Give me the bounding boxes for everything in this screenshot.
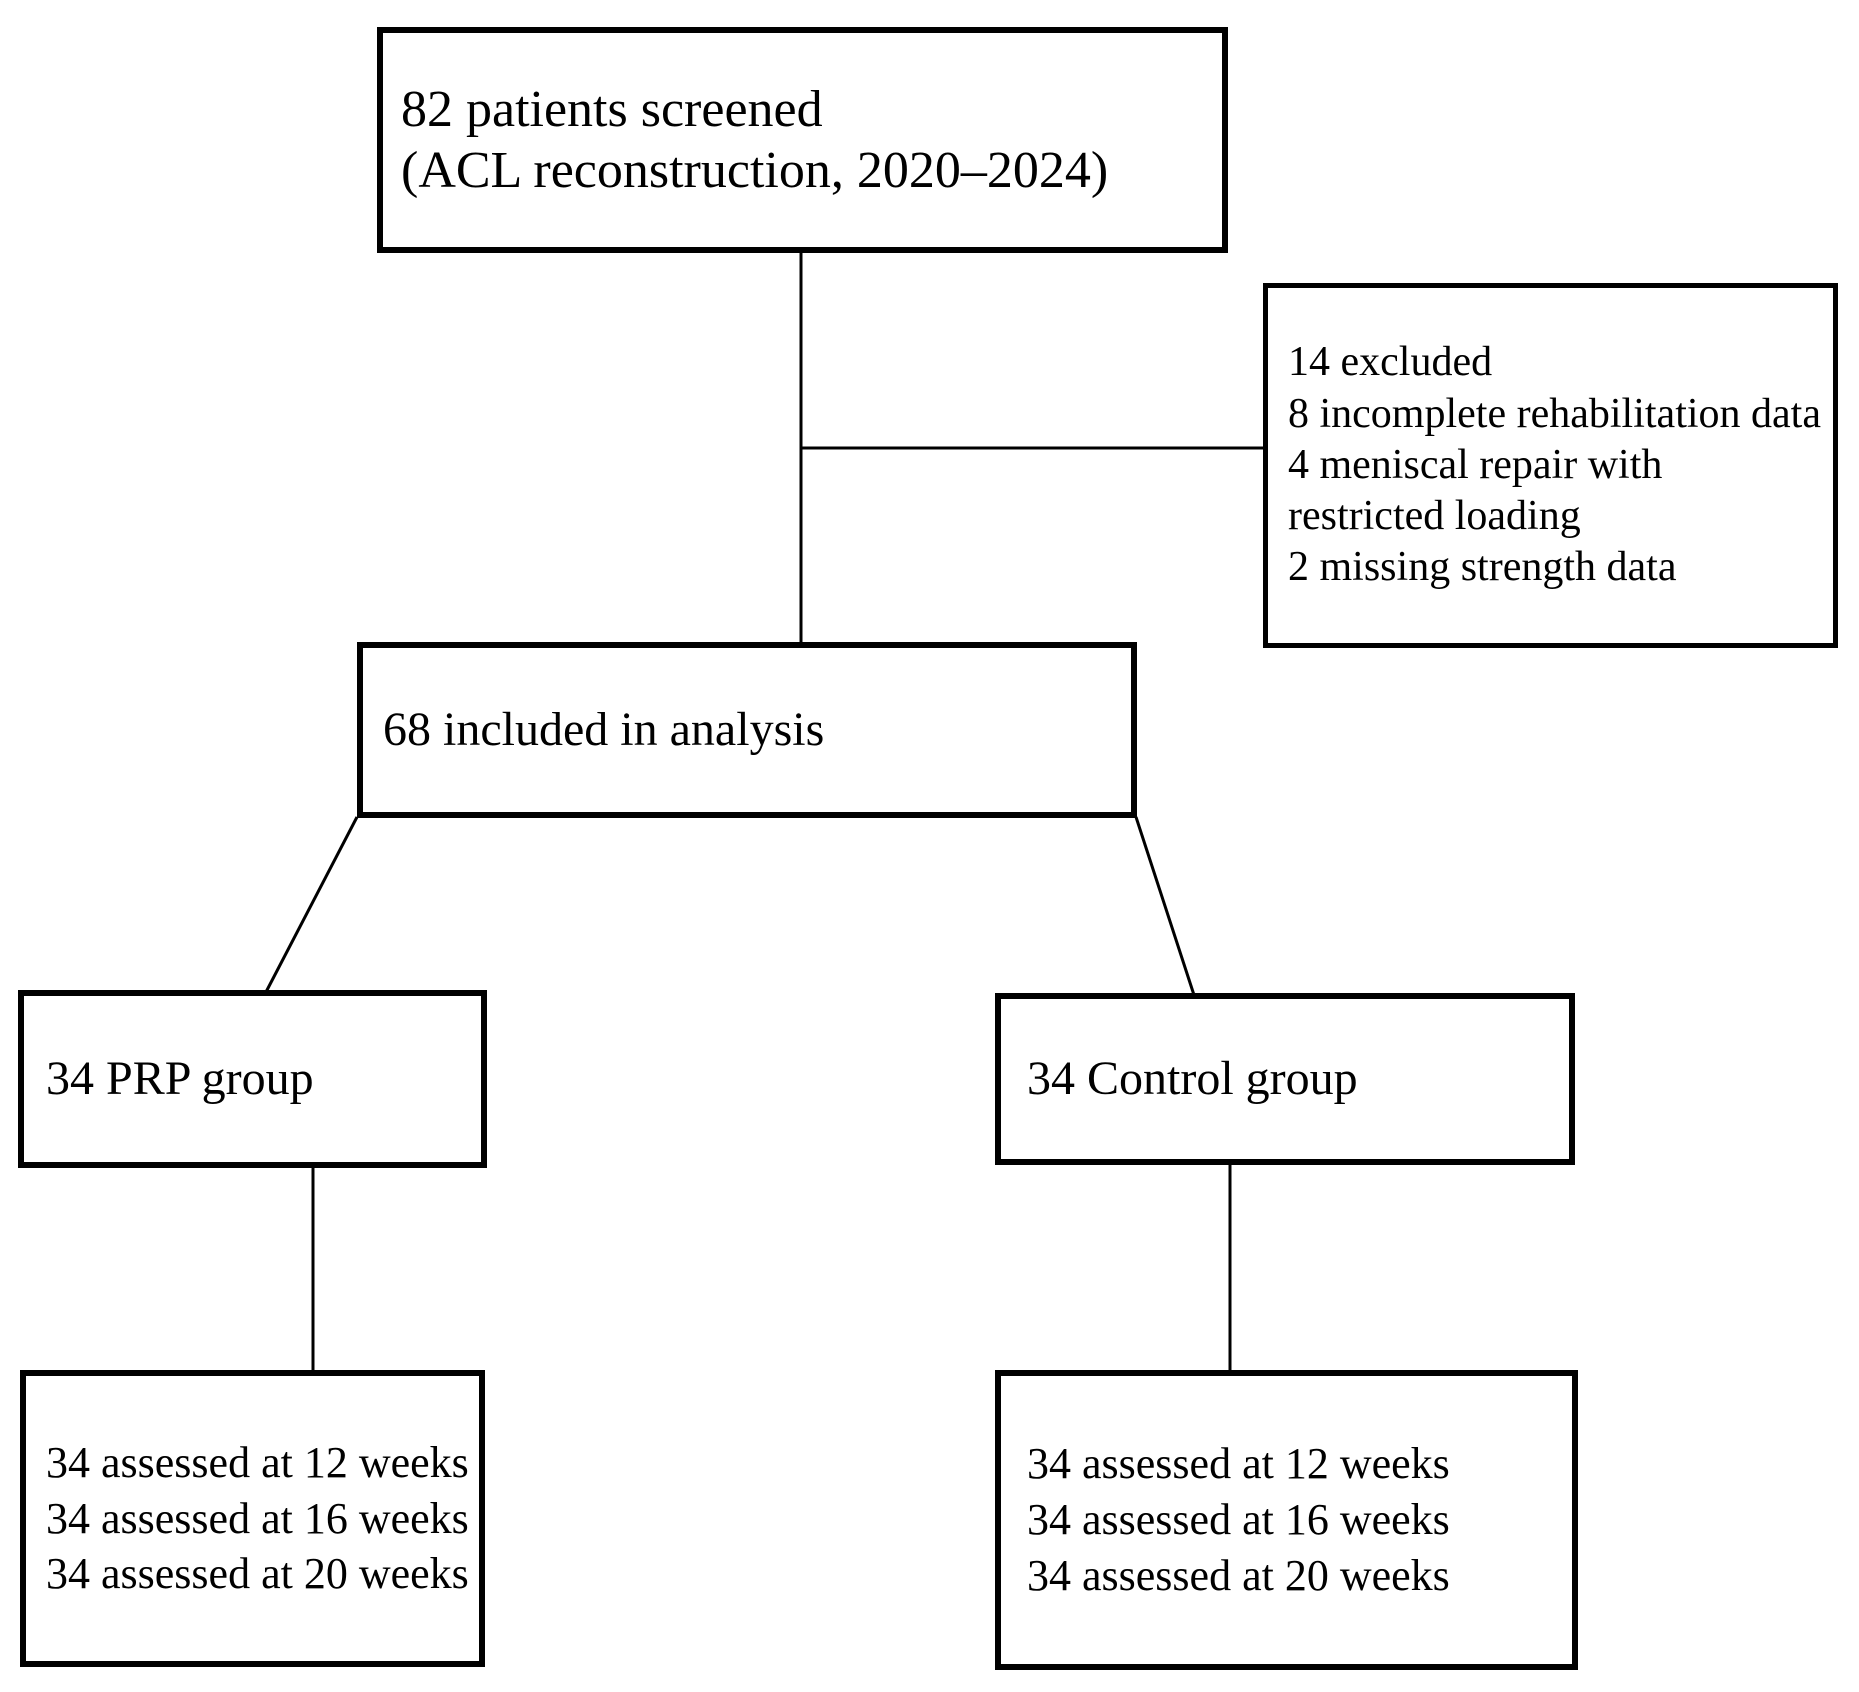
excluded-item-3: 4 meniscal repair with restricted loadin… (1288, 441, 1663, 540)
box-prp-group: 34 PRP group (18, 990, 487, 1168)
box-control-assessed: 34 assessed at 12 weeks 34 assessed at 1… (995, 1370, 1578, 1670)
control-assessed-line-2: 34 assessed at 16 weeks (1027, 1495, 1450, 1545)
box-screened: 82 patients screened (ACL reconstruction… (377, 27, 1228, 253)
prp-group-line-1: 34 PRP group (46, 1052, 314, 1106)
connector-included-prp-group (264, 816, 359, 993)
prp-assessed-line-1: 34 assessed at 12 weeks (46, 1437, 469, 1487)
box-included: 68 included in analysis (357, 642, 1137, 818)
prp-assessed-line-2: 34 assessed at 16 weeks (46, 1493, 469, 1543)
connector-included-control-group (1134, 816, 1196, 996)
control-assessed-line-3: 34 assessed at 20 weeks (1027, 1550, 1450, 1600)
box-control-group: 34 Control group (995, 993, 1575, 1165)
excluded-item-2: 8 incomplete rehabilitation data (1288, 390, 1821, 437)
excluded-item-1: 14 excluded (1288, 339, 1493, 386)
screened-line-1: 82 patients screened (401, 80, 823, 138)
excluded-item-4: 2 missing strength data (1288, 544, 1677, 591)
prp-assessed-line-3: 34 assessed at 20 weeks (46, 1549, 469, 1599)
box-excluded: 14 excluded 8 incomplete rehabilitation … (1263, 283, 1838, 648)
control-assessed-line-1: 34 assessed at 12 weeks (1027, 1439, 1450, 1489)
control-group-line-1: 34 Control group (1027, 1052, 1358, 1106)
box-prp-assessed: 34 assessed at 12 weeks 34 assessed at 1… (20, 1370, 485, 1667)
screened-line-2: (ACL reconstruction, 2020–2024) (401, 142, 1109, 199)
included-line-1: 68 included in analysis (383, 703, 825, 757)
